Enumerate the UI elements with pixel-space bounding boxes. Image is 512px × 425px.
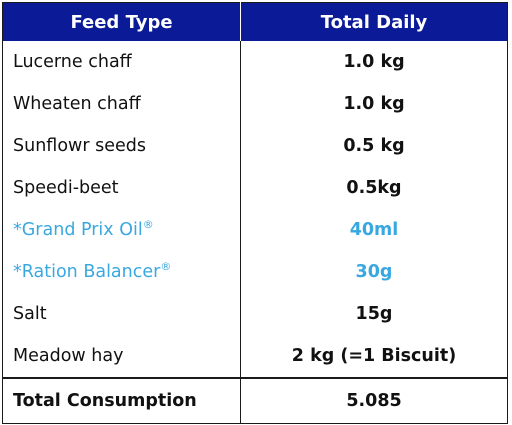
feed-amount: 2 kg (=1 Biscuit) xyxy=(291,346,457,366)
registered-mark: ® xyxy=(160,260,172,274)
table-row: Sunflowr seeds 0.5 kg xyxy=(2,125,508,167)
feed-name: Lucerne chaff xyxy=(2,41,241,83)
feed-amount: 1.0 kg xyxy=(343,52,405,72)
feed-amount: 1.0 kg xyxy=(343,94,405,114)
table-row: *Ration Balancer® 30g xyxy=(2,251,508,293)
table-row: Wheaten chaff 1.0 kg xyxy=(2,83,508,125)
feed-amount: 0.5 kg xyxy=(343,136,405,156)
feed-name: Speedi-beet xyxy=(2,167,241,209)
table-row: Salt 15g xyxy=(2,293,508,335)
feed-name: Sunflowr seeds xyxy=(2,125,241,167)
feed-name: *Grand Prix Oil® xyxy=(2,209,241,251)
feed-amount: 30g xyxy=(355,262,393,282)
header-row: Feed Type Total Daily xyxy=(2,2,508,41)
feed-name: Wheaten chaff xyxy=(2,83,241,125)
feed-amount: 40ml xyxy=(349,220,399,240)
table-row: Meadow hay 2 kg (=1 Biscuit) xyxy=(2,335,508,378)
table-row: *Grand Prix Oil® 40ml xyxy=(2,209,508,251)
total-row: Total Consumption 5.085 xyxy=(2,377,508,424)
feed-name: *Ration Balancer® xyxy=(2,251,241,293)
feed-amount: 0.5kg xyxy=(346,178,402,198)
table-row: Lucerne chaff 1.0 kg xyxy=(2,41,508,83)
feed-name: Salt xyxy=(2,293,241,335)
registered-mark: ® xyxy=(142,218,154,232)
total-label: Total Consumption xyxy=(2,377,241,424)
feed-name: Meadow hay xyxy=(2,335,241,378)
header-feed-type: Feed Type xyxy=(2,2,241,41)
feed-amount: 15g xyxy=(355,304,393,324)
header-total-daily: Total Daily xyxy=(240,2,508,41)
total-value: 5.085 xyxy=(240,377,508,424)
table-row: Speedi-beet 0.5kg xyxy=(2,167,508,209)
